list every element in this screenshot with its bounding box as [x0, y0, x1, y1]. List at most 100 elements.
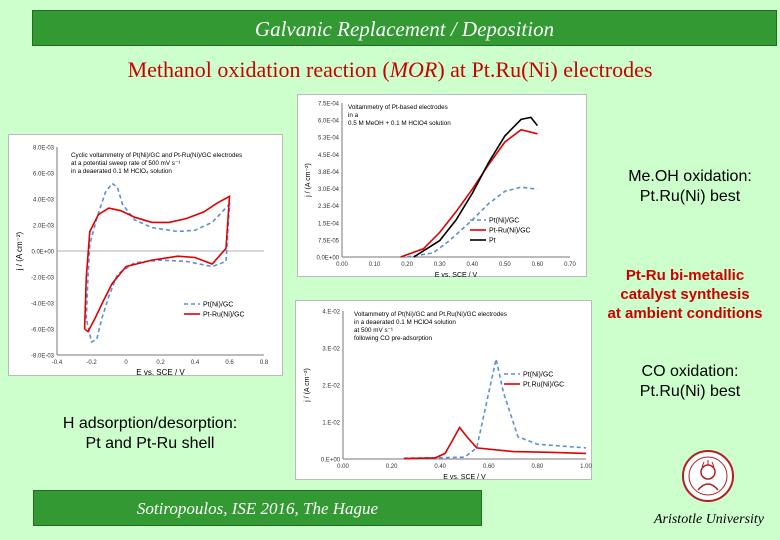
- y-axis-label: j / (A cm⁻²): [304, 368, 311, 403]
- y-tick-label: -6.0E-03: [31, 328, 55, 334]
- legend-label: Pt.Ru(Ni)/GC: [523, 382, 564, 389]
- co-note: CO oxidation: Pt.Ru(Ni) best: [605, 362, 775, 402]
- subtitle-part1: Methanol oxidation reaction (: [127, 57, 390, 82]
- meoh-note-line2: Pt.Ru(Ni) best: [639, 188, 741, 205]
- x-tick-label: 1.00: [580, 464, 592, 470]
- h-note: H adsorption/desorption: Pt and Pt-Ru sh…: [20, 414, 280, 454]
- y-tick-label: 5.3E-04: [318, 136, 340, 142]
- chart-annotation-line: Cyclic voltammetry of Pt(Ni)/GC and Pt-R…: [71, 152, 242, 159]
- y-tick-label: 3.8E-04: [318, 170, 340, 176]
- chart-annotation-line: 0.5 M MeOH + 0.1 M HClO4 solution: [348, 120, 451, 127]
- footer-banner: Sotiropoulos, ISE 2016, The Hague: [33, 490, 482, 526]
- legend-label: Pt-Ru(Ni)/GC: [489, 228, 531, 235]
- series-line: [406, 186, 538, 258]
- y-tick-label: 6.0E-03: [33, 172, 55, 178]
- x-tick-label: 0.2: [156, 360, 165, 366]
- ptru-note-line2: catalyst synthesis: [620, 286, 750, 303]
- y-tick-label: 3.0E-04: [318, 187, 340, 193]
- x-tick-label: 0.80: [532, 464, 544, 470]
- x-tick-label: -0.2: [86, 360, 97, 366]
- x-tick-label: 0: [124, 360, 128, 366]
- y-tick-label: 7.5E-05: [318, 238, 340, 244]
- y-tick-label: -2.0E-03: [31, 276, 55, 282]
- chart-annotation-line: in a: [348, 112, 359, 119]
- subtitle-part4: Pt.Ru(Ni) electrodes: [471, 57, 653, 82]
- x-tick-label: 0.30: [434, 262, 446, 268]
- chart-annotation-line: Voltammetry of Pt-based electrodes: [348, 104, 448, 111]
- y-tick-label: 2.E-02: [322, 384, 340, 390]
- y-tick-label: 2.3E-04: [318, 204, 340, 210]
- y-tick-label: 1.E-02: [322, 421, 340, 427]
- y-tick-label: 4.E-02: [322, 310, 340, 316]
- legend-label: Pt-Ru(Ni)/GC: [203, 312, 245, 319]
- co-chart-panel: 4.E-02 3.E-02 2.E-02 1.E-02 0.E+00 0.00 0.20 0.…: [295, 300, 592, 482]
- y-tick-label: -4.0E-03: [31, 302, 55, 308]
- x-tick-label: -0.4: [52, 360, 63, 366]
- chart-annotation-line: in a deaerated 0.1 M HClO₄ solution: [71, 168, 172, 175]
- y-tick-label: 0.0E+00: [31, 250, 54, 256]
- legend-label: Pt(Ni)/GC: [203, 302, 233, 309]
- x-axis-label: E vs. SCE / V: [443, 474, 486, 481]
- meoh-chart: 7.5E-04 6.0E-04 5.3E-04 4.5E-04 3.8E-04 3.0E-…: [305, 102, 576, 280]
- series-line: [413, 116, 539, 258]
- x-tick-label: 0.8: [260, 360, 269, 366]
- meoh-chart-panel: 7.5E-04 6.0E-04 5.3E-04 4.5E-04 3.8E-04 3.0E-…: [297, 94, 587, 280]
- h-note-line1: H adsorption/desorption:: [62, 415, 238, 432]
- subtitle-part3: ) at: [437, 57, 472, 82]
- slide-subtitle: Methanol oxidation reaction (MOR) at Pt.…: [0, 57, 780, 83]
- ptru-note: Pt-Ru bi-metallic catalyst synthesis at …: [590, 266, 780, 323]
- cv-chart-panel: 8.0E-03 6.0E-03 4.0E-03 2.0E-03 0.0E+00 -2.0E…: [8, 134, 283, 378]
- footer-citation: Sotiropoulos, ISE 2016, The Hague: [136, 499, 379, 518]
- series-line: [400, 128, 538, 258]
- y-tick-label: 0.E+00: [321, 458, 341, 464]
- co-note-line1: CO oxidation:: [641, 363, 739, 380]
- x-tick-label: 0.70: [564, 262, 576, 268]
- y-tick-label: 8.0E-03: [33, 146, 55, 152]
- y-tick-label: 4.0E-03: [33, 198, 55, 204]
- x-tick-label: 0.60: [532, 262, 544, 268]
- y-tick-label: 7.5E-04: [318, 102, 340, 108]
- header-banner: Galvanic Replacement / Deposition: [32, 10, 777, 46]
- legend-label: Pt(Ni)/GC: [489, 218, 519, 225]
- co-note-line2: Pt.Ru(Ni) best: [639, 383, 741, 400]
- x-tick-label: 0.20: [401, 262, 413, 268]
- series-line: [403, 426, 587, 460]
- x-axis-label: E vs. SCE / V: [435, 272, 478, 278]
- series-line: [403, 358, 587, 460]
- x-tick-label: 0.60: [483, 464, 495, 470]
- chart-annotation-line: Voltammetry of Pt(Ni)/GC and Pt.Ru(Ni)/G…: [354, 311, 507, 318]
- series-line: [83, 195, 231, 333]
- meoh-note-line1: Me.OH oxidation:: [628, 168, 752, 185]
- chart-annotation-line: at 500 mV s⁻¹: [354, 327, 393, 334]
- chart-annotation-line: following CO pre-adsorption: [354, 335, 433, 342]
- x-tick-label: 0.40: [434, 464, 446, 470]
- y-axis-label: j / (A cm⁻²): [305, 163, 312, 198]
- cv-chart: 8.0E-03 6.0E-03 4.0E-03 2.0E-03 0.0E+00 -2.0E…: [15, 146, 269, 378]
- ptru-note-line3: at ambient conditions: [607, 305, 763, 322]
- university-seal: [682, 450, 734, 502]
- y-tick-label: 4.5E-04: [318, 153, 340, 159]
- y-tick-label: 3.E-02: [322, 347, 340, 353]
- header-title: Galvanic Replacement / Deposition: [254, 17, 555, 41]
- x-tick-label: 0.10: [369, 262, 381, 268]
- chart-annotation-line: at a potential sweep rate of 500 mV s⁻¹: [71, 160, 180, 167]
- y-tick-label: 1.5E-04: [318, 221, 340, 227]
- series-line: [85, 182, 231, 344]
- chart-annotation-line: in a deaerated 0.1 M HClO4 solution: [354, 319, 456, 326]
- y-axis-label: j / (A cm⁻²): [15, 231, 24, 271]
- legend-label: Pt(Ni)/GC: [523, 372, 553, 379]
- university-name: Aristotle University: [653, 512, 765, 527]
- y-tick-label: 2.0E-03: [33, 224, 55, 230]
- y-tick-label: 0.0E+00: [316, 256, 339, 262]
- legend-label: Pt: [489, 238, 496, 245]
- x-tick-label: 0.50: [499, 262, 511, 268]
- x-tick-label: 0.20: [386, 464, 398, 470]
- x-tick-label: 0.40: [466, 262, 478, 268]
- x-tick-label: 0.00: [337, 464, 349, 470]
- co-chart: 4.E-02 3.E-02 2.E-02 1.E-02 0.E+000.00 0.20 0.…: [304, 310, 592, 482]
- h-note-line2: Pt and Pt-Ru shell: [85, 435, 215, 452]
- meoh-note: Me.OH oxidation: Pt.Ru(Ni) best: [605, 167, 775, 207]
- x-tick-label: 0.4: [191, 360, 200, 366]
- x-axis-label: E vs. SCE / V: [136, 368, 185, 377]
- x-tick-label: 0.00: [336, 262, 348, 268]
